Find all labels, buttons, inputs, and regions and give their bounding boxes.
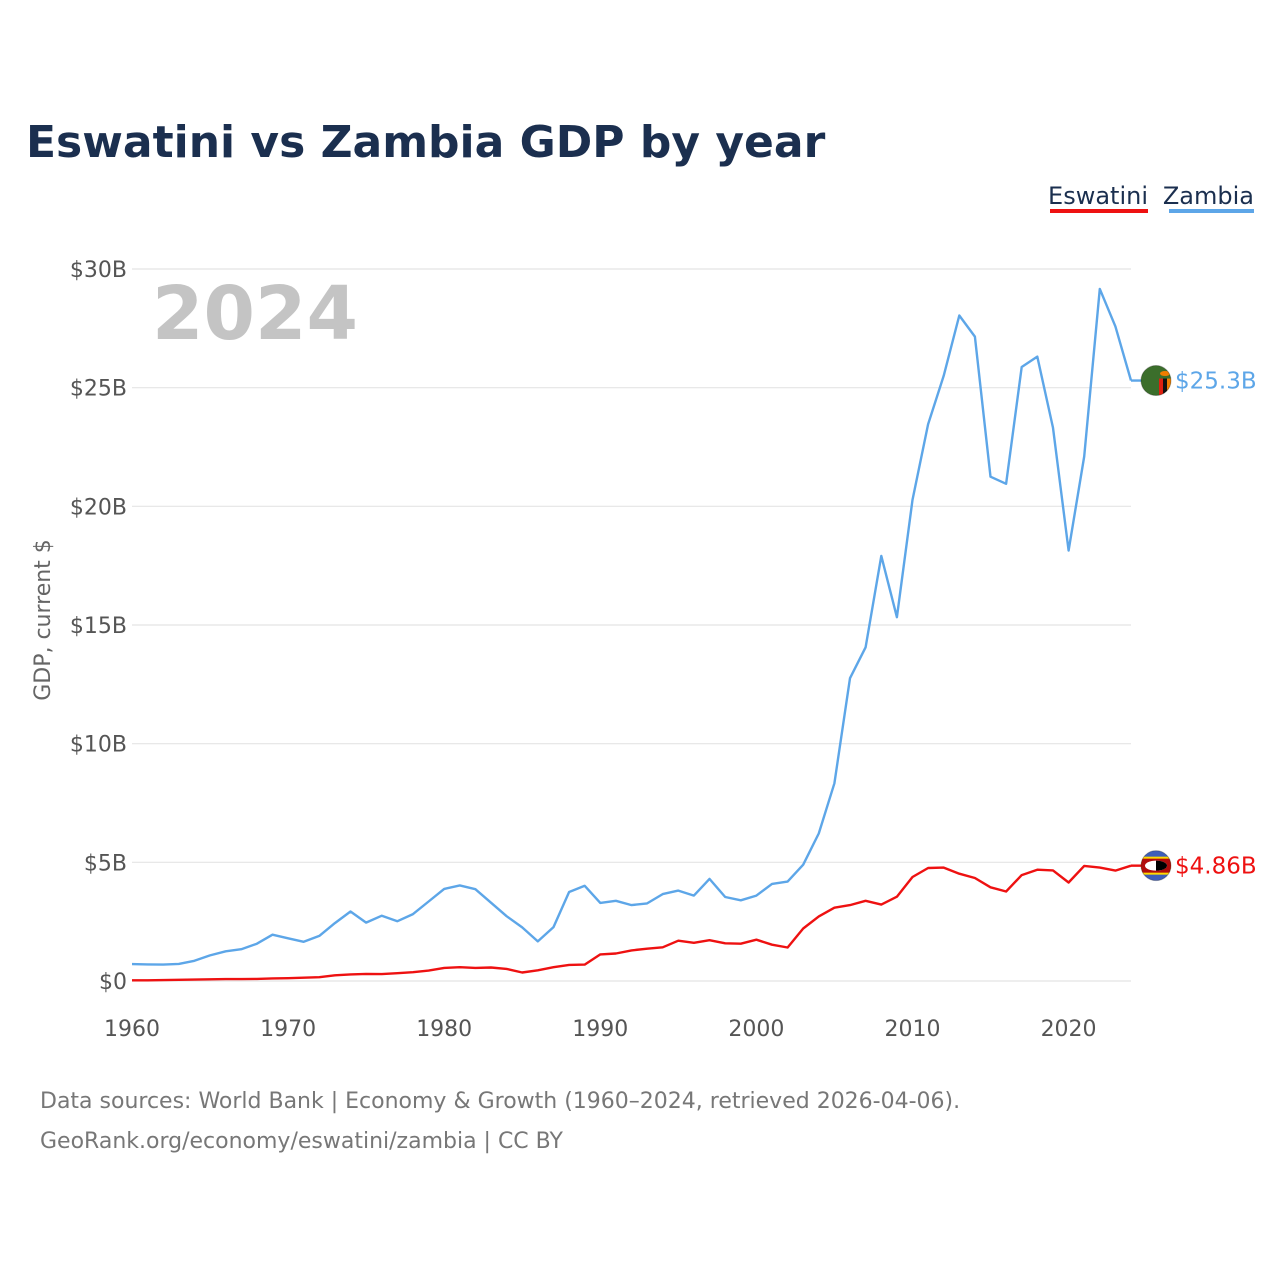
x-tick-label: 2010 bbox=[884, 1017, 940, 1042]
y-tick-label: $15B bbox=[70, 614, 127, 639]
y-tick-label: $10B bbox=[70, 733, 127, 758]
x-tick-label: 2020 bbox=[1041, 1017, 1097, 1042]
chart-title: Eswatini vs Zambia GDP by year bbox=[26, 117, 826, 168]
series-line-zambia bbox=[131, 287, 1133, 966]
series-lines bbox=[131, 287, 1133, 982]
legend-item-zambia[interactable]: Zambia bbox=[1163, 182, 1254, 210]
y-tick-label: $20B bbox=[70, 495, 127, 520]
y-axis-label: GDP, current $ bbox=[31, 539, 56, 701]
zambia-flag-icon bbox=[1140, 365, 1172, 397]
gridlines bbox=[132, 268, 1131, 982]
end-label-zambia: $25.3B bbox=[1175, 369, 1257, 395]
y-axis: $0 $5B $10B $15B $20B $25B $30B bbox=[70, 258, 127, 995]
legend-item-eswatini[interactable]: Eswatini bbox=[1048, 182, 1148, 210]
y-tick-label: $0 bbox=[99, 970, 127, 995]
legend-swatch-eswatini bbox=[1050, 209, 1148, 213]
series-line-eswatini bbox=[132, 864, 1132, 982]
source-line-1: Data sources: World Bank | Economy & Gro… bbox=[40, 1089, 961, 1114]
x-tick-label: 1980 bbox=[416, 1017, 472, 1042]
x-tick-label: 2000 bbox=[728, 1017, 784, 1042]
x-tick-label: 1990 bbox=[572, 1017, 628, 1042]
eswatini-flag-icon bbox=[1140, 850, 1172, 882]
y-tick-label: $30B bbox=[70, 258, 127, 283]
x-tick-label: 1960 bbox=[104, 1017, 160, 1042]
end-label-eswatini: $4.86B bbox=[1175, 854, 1257, 880]
legend: Eswatini Zambia bbox=[1048, 182, 1254, 213]
y-tick-label: $25B bbox=[70, 377, 127, 402]
y-tick-label: $5B bbox=[84, 851, 127, 876]
x-tick-label: 1970 bbox=[260, 1017, 316, 1042]
end-markers: $4.86B $25.3B bbox=[1131, 365, 1257, 882]
legend-swatch-zambia bbox=[1169, 209, 1254, 213]
source-note: Data sources: World Bank | Economy & Gro… bbox=[40, 1082, 960, 1162]
x-axis: 1960 1970 1980 1990 2000 2010 2020 bbox=[104, 1017, 1097, 1042]
source-line-2[interactable]: GeoRank.org/economy/eswatini/zambia | CC… bbox=[40, 1129, 563, 1154]
year-label: 2024 bbox=[152, 271, 358, 357]
